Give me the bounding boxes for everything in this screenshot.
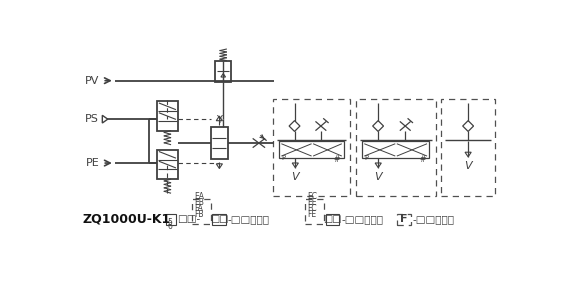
Bar <box>441 99 495 196</box>
Bar <box>397 214 411 225</box>
Bar <box>356 99 436 196</box>
Bar <box>325 214 339 225</box>
Bar <box>166 214 176 225</box>
Bar <box>279 141 344 158</box>
Text: EE: EE <box>307 198 317 207</box>
Text: 6: 6 <box>167 222 172 231</box>
Text: FB: FB <box>194 210 203 219</box>
Text: EA: EA <box>194 192 204 201</box>
Text: EB: EB <box>194 198 203 207</box>
Text: PV: PV <box>85 76 99 86</box>
Bar <box>212 214 226 225</box>
Text: V: V <box>374 172 382 182</box>
Text: P: P <box>282 155 286 161</box>
Text: #: # <box>419 155 426 164</box>
Text: V: V <box>292 172 299 182</box>
Text: FC: FC <box>307 204 317 213</box>
Text: #: # <box>334 155 340 164</box>
Text: FE: FE <box>307 210 316 219</box>
Text: F: F <box>400 214 408 224</box>
Bar <box>211 127 228 159</box>
Text: -□□の場合: -□□の場合 <box>412 214 454 224</box>
Bar <box>216 61 231 82</box>
Text: PS: PS <box>85 114 99 124</box>
Bar <box>273 99 350 196</box>
Bar <box>305 199 324 224</box>
Text: P: P <box>364 155 368 161</box>
Text: □□: □□ <box>210 214 229 224</box>
Bar <box>157 150 178 179</box>
Text: FA: FA <box>194 204 203 213</box>
Text: ZQ1000U-K1: ZQ1000U-K1 <box>82 213 170 226</box>
Text: 5: 5 <box>167 218 172 227</box>
Text: □□-: □□- <box>177 214 200 224</box>
Text: EC: EC <box>307 192 317 201</box>
Text: PE: PE <box>86 158 99 168</box>
Bar <box>192 199 211 224</box>
Text: -□□の場合: -□□の場合 <box>228 214 270 224</box>
Text: V: V <box>464 161 472 171</box>
Bar <box>157 101 178 131</box>
Text: -□□の場合: -□□の場合 <box>341 214 383 224</box>
Text: Y: Y <box>216 115 222 124</box>
Text: □□: □□ <box>323 214 342 224</box>
Bar <box>362 141 429 158</box>
